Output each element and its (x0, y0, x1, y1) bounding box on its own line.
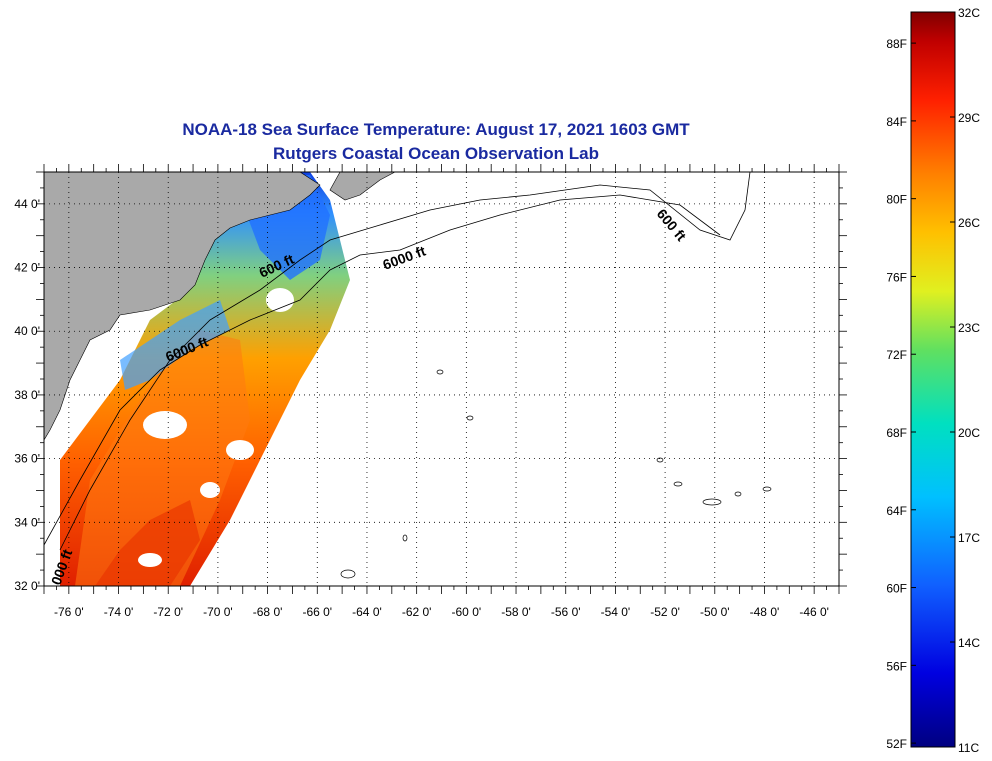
lon-tick-label: -70 0' (203, 605, 233, 619)
lon-tick-label: -58 0' (501, 605, 531, 619)
celsius-label: 32C (958, 6, 980, 20)
cloud (143, 411, 187, 439)
lat-tick-label: 44 0' (14, 197, 40, 211)
sst-cold-patch-2 (120, 300, 230, 390)
lat-tick-label: 32 0' (14, 579, 40, 593)
lat-tick-label: 40 0' (14, 324, 40, 338)
seamount-outline (702, 498, 722, 506)
cloud (226, 440, 254, 460)
cloud (200, 482, 220, 498)
fahrenheit-label: 68F (886, 426, 907, 440)
lon-tick-label: -62 0' (402, 605, 432, 619)
lon-tick-label: -50 0' (700, 605, 730, 619)
fahrenheit-label: 88F (886, 37, 907, 51)
cloud (266, 288, 294, 312)
sst-hot-patch (95, 500, 200, 586)
seamount-outline (673, 481, 683, 487)
lon-tick-label: -66 0' (302, 605, 332, 619)
fahrenheit-label: 80F (886, 193, 907, 207)
celsius-label: 17C (958, 531, 980, 545)
fahrenheit-label: 84F (886, 115, 907, 129)
lon-tick-label: -60 0' (452, 605, 482, 619)
celsius-label: 11C (958, 741, 979, 755)
cloud (138, 553, 162, 567)
temperature-colorbar: 32C 29C 26C 23C 20C 17C 14C 11C 88F 84F 80F 76F 72F… (886, 6, 980, 755)
lat-tick-label: 38 0' (14, 388, 40, 402)
fahrenheit-label: 64F (886, 504, 907, 518)
lat-lon-grid (44, 172, 839, 587)
lon-tick-label: -54 0' (601, 605, 631, 619)
map-subtitle: Rutgers Coastal Ocean Observation Lab (273, 144, 599, 163)
lon-tick-label: -52 0' (650, 605, 680, 619)
seamount-outline (734, 491, 742, 497)
lon-tick-label: -76 0' (54, 605, 84, 619)
celsius-label: 26C (958, 216, 980, 230)
depth-contour-6000ft (44, 194, 721, 546)
seamount-outline (436, 369, 444, 375)
lat-tick-label: 34 0' (14, 515, 40, 529)
fahrenheit-label: 76F (886, 270, 907, 284)
lat-tick-label: 36 0' (14, 452, 40, 466)
lon-tick-label: -48 0' (750, 605, 780, 619)
celsius-label: 20C (958, 426, 980, 440)
seamount-outline (340, 569, 356, 579)
lon-tick-label: -64 0' (352, 605, 382, 619)
fahrenheit-label: 60F (886, 582, 907, 596)
map-title: NOAA-18 Sea Surface Temperature: August … (182, 120, 690, 139)
lon-tick-label: -46 0' (799, 605, 829, 619)
celsius-label: 14C (958, 636, 980, 650)
seamount-outline (466, 415, 474, 421)
lon-tick-label: -68 0' (253, 605, 283, 619)
fahrenheit-label: 52F (886, 737, 907, 751)
fahrenheit-label: 72F (886, 348, 907, 362)
lon-tick-label: -56 0' (551, 605, 581, 619)
depth-contour-600ft (59, 172, 751, 551)
seamount-outline (402, 534, 408, 542)
celsius-labels: 32C 29C 26C 23C 20C 17C 14C 11C (950, 6, 980, 755)
lat-tick-label: 42 0' (14, 261, 40, 275)
seamount-outline (656, 457, 664, 463)
lon-tick-label: -72 0' (153, 605, 183, 619)
land-nova-scotia (329, 172, 396, 201)
lon-tick-label: -74 0' (104, 605, 134, 619)
latitude-labels: 32 0' 34 0' 36 0' 38 0' 40 0' 42 0' 44 0' (14, 197, 40, 593)
axis-ticks (36, 164, 847, 594)
celsius-label: 29C (958, 111, 980, 125)
map-frame: 600 ft 600 ft 6000 ft 6000 ft 000 ft 32 … (14, 164, 847, 619)
seamount-outline (762, 486, 772, 492)
longitude-labels: -76 0' -74 0' -72 0' -70 0' -68 0' -66 0' -64 … (54, 605, 829, 619)
celsius-label: 23C (958, 321, 980, 335)
fahrenheit-labels: 88F 84F 80F 76F 72F 68F 64F 60F 56F 52F (886, 37, 916, 751)
fahrenheit-label: 56F (886, 659, 907, 673)
